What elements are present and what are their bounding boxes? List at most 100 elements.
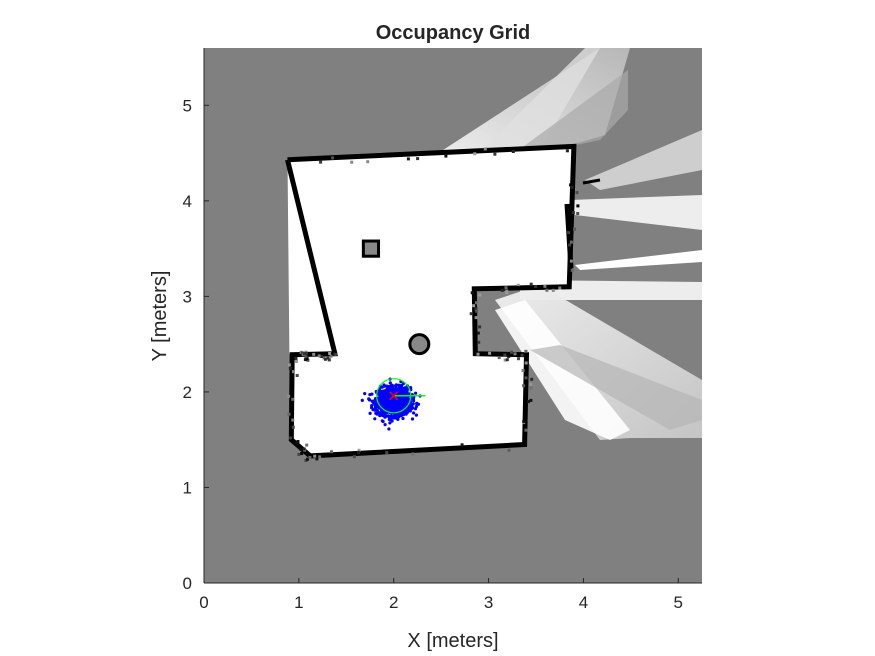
noise-speck xyxy=(469,312,473,316)
lidar-beam-lower-fan-3 xyxy=(530,345,702,430)
noise-speck xyxy=(476,303,480,307)
noise-speck xyxy=(315,457,319,461)
noise-speck xyxy=(526,400,530,404)
particle-point xyxy=(406,387,410,391)
noise-speck xyxy=(301,351,304,355)
particle-point xyxy=(394,399,398,403)
particle-point xyxy=(380,390,384,394)
particle-point xyxy=(370,399,374,403)
noise-speck xyxy=(352,455,356,459)
particle-point xyxy=(401,382,405,386)
particle-point xyxy=(382,400,386,404)
noise-speck xyxy=(558,286,562,290)
noise-speck xyxy=(297,453,301,456)
noise-speck xyxy=(334,353,338,357)
noise-speck xyxy=(291,370,295,374)
particle-point xyxy=(377,389,381,393)
noise-speck xyxy=(524,376,528,380)
noise-speck xyxy=(474,307,478,311)
particle-point xyxy=(385,394,389,398)
noise-speck xyxy=(305,443,309,447)
particle-point xyxy=(398,398,402,402)
noise-speck xyxy=(505,289,509,293)
particle-point xyxy=(416,402,421,406)
noise-speck xyxy=(385,451,389,455)
particle-point xyxy=(397,405,401,409)
noise-speck xyxy=(543,284,547,288)
particle-point xyxy=(363,392,367,396)
y-ticks: 0 1 2 3 4 5 xyxy=(183,96,209,593)
particle-point xyxy=(386,397,390,401)
particle-point xyxy=(393,406,397,410)
particle-point xyxy=(373,417,377,421)
noise-speck xyxy=(416,157,420,161)
y-tick-label: 0 xyxy=(183,574,192,593)
noise-speck xyxy=(287,394,291,398)
noise-speck xyxy=(341,452,345,456)
particle-point xyxy=(382,383,386,387)
particle-point xyxy=(382,414,386,418)
particle-point xyxy=(395,416,399,420)
noise-speck xyxy=(534,285,538,288)
noise-speck xyxy=(511,150,515,153)
noise-speck xyxy=(517,357,520,361)
noise-speck xyxy=(357,448,361,452)
particle-point xyxy=(410,407,414,411)
y-tick-label: 4 xyxy=(183,192,192,211)
noise-speck xyxy=(497,356,501,360)
noise-speck xyxy=(411,452,415,456)
noise-speck xyxy=(567,231,571,235)
noise-speck xyxy=(474,301,478,305)
particle-point xyxy=(392,416,396,420)
noise-speck xyxy=(319,160,323,164)
particle-point xyxy=(408,409,412,413)
particle-point xyxy=(394,383,398,387)
noise-speck xyxy=(513,352,517,356)
noise-speck xyxy=(570,268,574,272)
particle-point xyxy=(384,406,388,410)
particle-point xyxy=(388,381,392,385)
noise-speck xyxy=(493,152,497,156)
noise-speck xyxy=(317,354,321,358)
noise-speck xyxy=(524,361,528,365)
particle-point xyxy=(411,402,415,406)
particle-point xyxy=(404,411,408,415)
noise-speck xyxy=(329,354,333,358)
particle-point xyxy=(381,419,385,424)
noise-speck xyxy=(472,304,476,308)
particle-point xyxy=(399,385,403,389)
noise-speck xyxy=(573,227,576,231)
noise-speck xyxy=(350,160,354,164)
particle-point xyxy=(410,417,415,421)
y-tick-label: 1 xyxy=(183,478,192,497)
particle-point xyxy=(374,411,378,415)
noise-speck xyxy=(529,398,533,402)
axes: 0 1 2 3 4 5 0 1 2 3 4 5 xyxy=(183,48,702,612)
particle-point xyxy=(399,403,404,407)
x-ticks: 0 1 2 3 4 5 xyxy=(199,578,683,612)
particle-point xyxy=(387,404,391,409)
particle-point xyxy=(386,414,390,418)
noise-speck xyxy=(291,425,295,429)
noise-speck xyxy=(520,353,524,357)
particle-point xyxy=(393,401,397,405)
noise-speck xyxy=(302,352,306,356)
noise-speck xyxy=(366,160,370,164)
noise-speck xyxy=(312,352,316,356)
particle-point xyxy=(409,386,413,390)
particle-point xyxy=(414,404,418,409)
x-tick-label: 5 xyxy=(674,593,683,612)
y-tick-label: 5 xyxy=(183,96,192,115)
noise-speck xyxy=(313,454,317,458)
noise-speck xyxy=(296,440,300,443)
particle-point xyxy=(406,398,410,402)
noise-speck xyxy=(483,147,487,151)
y-tick-label: 3 xyxy=(183,287,192,306)
noise-speck xyxy=(291,397,295,401)
noise-speck xyxy=(319,355,323,358)
noise-speck xyxy=(569,240,573,244)
noise-speck xyxy=(477,340,481,344)
particle-point xyxy=(385,399,389,403)
chart-title: Occupancy Grid xyxy=(376,22,531,44)
noise-speck xyxy=(568,243,572,247)
